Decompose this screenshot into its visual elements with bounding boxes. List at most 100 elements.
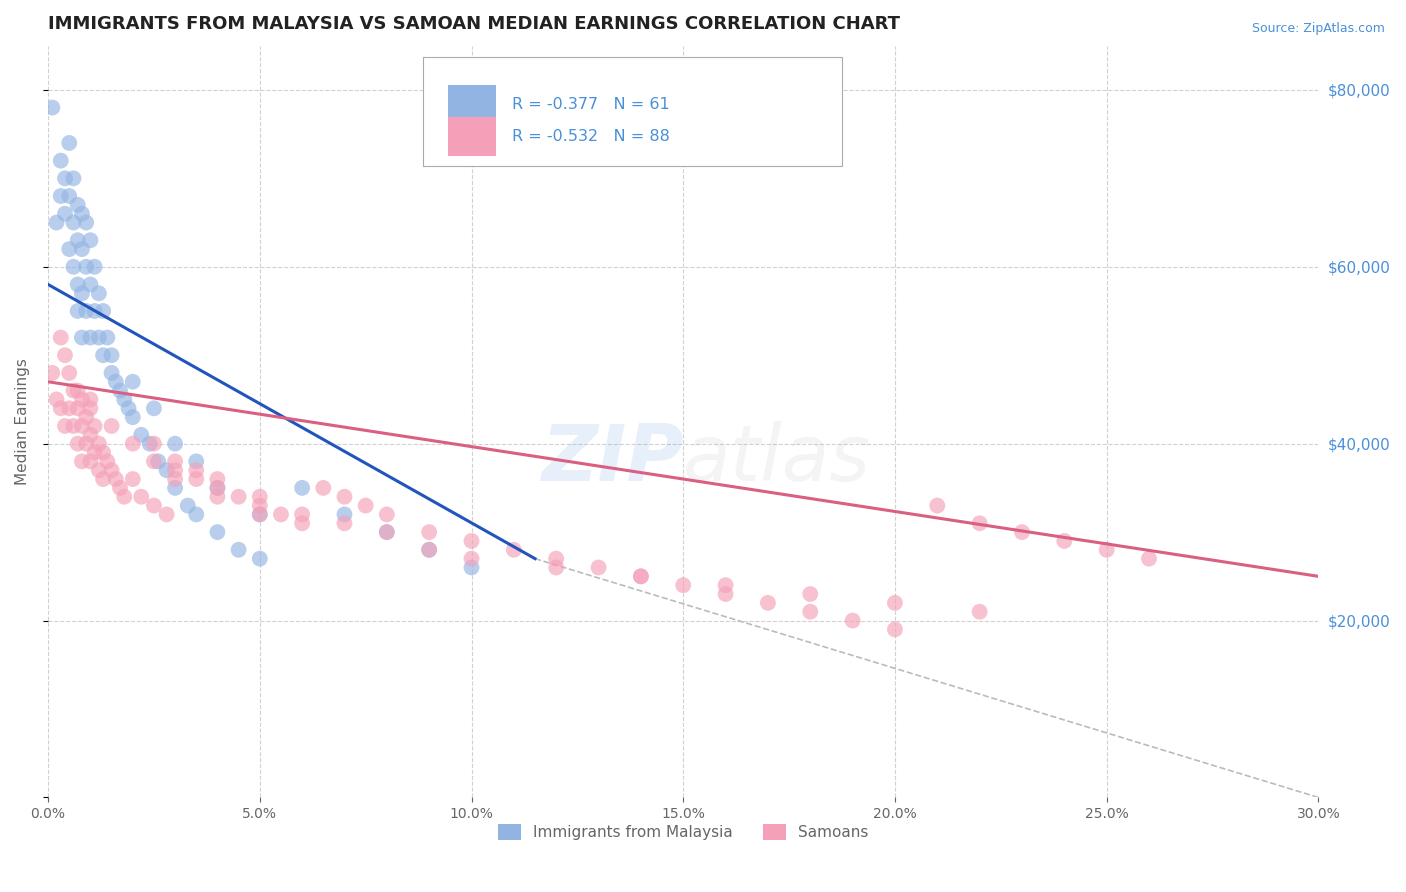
Point: [354, 499, 377, 513]
Point: [291, 516, 314, 531]
Point: [41, 366, 63, 380]
Point: [66, 304, 89, 318]
Point: [177, 499, 200, 513]
Point: [969, 605, 991, 619]
Point: [91, 348, 114, 362]
Point: [799, 605, 821, 619]
Point: [207, 472, 229, 486]
Point: [121, 375, 143, 389]
Point: [312, 481, 335, 495]
Point: [58, 242, 80, 256]
Point: [66, 198, 89, 212]
Point: [1095, 542, 1118, 557]
Point: [104, 375, 127, 389]
Text: ZIP: ZIP: [541, 421, 683, 497]
Point: [83, 304, 105, 318]
Point: [75, 216, 97, 230]
Point: [207, 490, 229, 504]
Point: [249, 508, 271, 522]
Point: [333, 516, 356, 531]
Point: [121, 472, 143, 486]
Point: [799, 587, 821, 601]
Point: [207, 525, 229, 540]
Point: [66, 384, 89, 398]
Point: [100, 463, 122, 477]
Point: [117, 401, 139, 416]
Point: [228, 542, 250, 557]
Point: [70, 392, 93, 407]
Point: [138, 436, 160, 450]
Text: atlas: atlas: [683, 421, 872, 497]
Point: [714, 587, 737, 601]
Point: [142, 454, 165, 468]
Point: [270, 508, 292, 522]
Point: [156, 508, 179, 522]
Point: [756, 596, 779, 610]
Point: [121, 410, 143, 425]
Point: [588, 560, 610, 574]
Point: [100, 366, 122, 380]
Point: [45, 392, 67, 407]
Point: [45, 216, 67, 230]
Point: [291, 508, 314, 522]
Point: [207, 481, 229, 495]
Point: [129, 490, 152, 504]
Point: [49, 330, 72, 344]
Point: [83, 419, 105, 434]
Point: [49, 401, 72, 416]
Point: [249, 551, 271, 566]
Text: R = -0.532   N = 88: R = -0.532 N = 88: [512, 129, 669, 145]
Text: IMMIGRANTS FROM MALAYSIA VS SAMOAN MEDIAN EARNINGS CORRELATION CHART: IMMIGRANTS FROM MALAYSIA VS SAMOAN MEDIA…: [48, 15, 900, 33]
Point: [79, 454, 101, 468]
Point: [186, 454, 208, 468]
Point: [375, 508, 398, 522]
Point: [165, 454, 187, 468]
Point: [375, 525, 398, 540]
Point: [1011, 525, 1033, 540]
Point: [1137, 551, 1160, 566]
Point: [87, 330, 110, 344]
Point: [207, 481, 229, 495]
Point: [96, 330, 118, 344]
Point: [165, 472, 187, 486]
Point: [53, 348, 76, 362]
Point: [100, 419, 122, 434]
Point: [70, 419, 93, 434]
Point: [70, 454, 93, 468]
Point: [104, 472, 127, 486]
Point: [249, 508, 271, 522]
Point: [714, 578, 737, 592]
Point: [62, 260, 84, 274]
Point: [1053, 533, 1076, 548]
Point: [333, 508, 356, 522]
Point: [249, 499, 271, 513]
Point: [249, 490, 271, 504]
Point: [53, 419, 76, 434]
Point: [108, 481, 131, 495]
Point: [62, 216, 84, 230]
Point: [75, 436, 97, 450]
Point: [79, 330, 101, 344]
Point: [66, 401, 89, 416]
Point: [418, 542, 440, 557]
Point: [969, 516, 991, 531]
Point: [79, 277, 101, 292]
Point: [186, 463, 208, 477]
Point: [66, 277, 89, 292]
Point: [146, 454, 169, 468]
Point: [41, 101, 63, 115]
Point: [70, 207, 93, 221]
Point: [58, 401, 80, 416]
Point: [460, 560, 482, 574]
Point: [546, 560, 568, 574]
Legend: Immigrants from Malaysia, Samoans: Immigrants from Malaysia, Samoans: [492, 818, 875, 847]
Point: [87, 286, 110, 301]
Point: [142, 401, 165, 416]
Text: Source: ZipAtlas.com: Source: ZipAtlas.com: [1251, 22, 1385, 36]
Point: [49, 189, 72, 203]
Point: [333, 490, 356, 504]
Point: [96, 454, 118, 468]
Point: [418, 542, 440, 557]
Point: [100, 348, 122, 362]
Text: R = -0.377   N = 61: R = -0.377 N = 61: [512, 97, 669, 112]
